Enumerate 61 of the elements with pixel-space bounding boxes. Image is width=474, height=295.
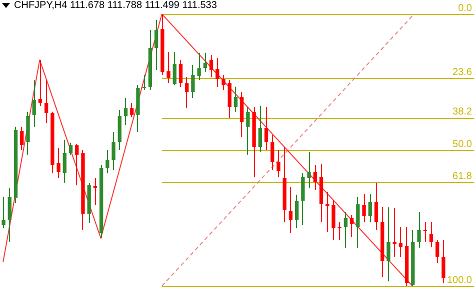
candlestick: [124, 98, 128, 126]
candlestick: [442, 240, 446, 284]
candlestick: [392, 207, 396, 258]
candlestick: [178, 59, 183, 88]
candlestick: [2, 196, 6, 229]
candlestick: [32, 80, 36, 128]
candlestick: [350, 214, 354, 238]
candlestick: [191, 64, 195, 99]
candlestick: [56, 148, 60, 179]
candlestick: [386, 206, 390, 282]
ref-line-label: 23.6: [452, 66, 472, 78]
text: CHFJPY,H4 111.678 111.788 111.499 111.533: [14, 0, 217, 11]
ref-line-label: 50.0: [452, 138, 472, 150]
candlestick: [356, 196, 360, 248]
candlestick: [417, 212, 421, 248]
ref-line-label: 100.0: [446, 274, 472, 286]
candlestick: [197, 52, 201, 81]
candlestick: [307, 151, 311, 189]
candlestick: [185, 76, 189, 109]
candlestick: [398, 226, 403, 258]
candlestick: [288, 186, 293, 234]
candlestick: [44, 80, 48, 124]
ref-line-label: 0.0: [458, 2, 472, 14]
candlestick: [258, 105, 262, 152]
candlestick: [20, 126, 24, 150]
candlestick: [166, 52, 170, 84]
candlestick: [172, 52, 176, 86]
candlestick: [429, 222, 434, 248]
candlestick: [62, 139, 66, 184]
candlestick: [75, 144, 79, 186]
candlestick: [326, 191, 330, 232]
candlestick: [344, 212, 348, 248]
candlestick: [68, 142, 73, 156]
candlestick: [106, 150, 110, 174]
candlestick: [228, 80, 232, 118]
candlestick: [374, 182, 378, 230]
candlestick: [154, 19, 158, 71]
candlestick: [209, 54, 214, 78]
candlestick: [112, 132, 116, 171]
candlestick: [234, 86, 238, 112]
candlestick: [142, 74, 146, 90]
candlestick: [203, 52, 208, 72]
candlestick: [130, 102, 134, 118]
candlestick: [294, 194, 299, 229]
candlestick: [38, 59, 42, 106]
candlestick: [222, 74, 226, 90]
candlestick: [362, 194, 366, 223]
ref-line-label: 61.8: [452, 170, 472, 182]
candlestick: [264, 106, 268, 150]
candlestick: [368, 194, 372, 223]
candlestick: [338, 222, 342, 241]
candlestick: [270, 134, 274, 171]
candlestick: [332, 200, 336, 241]
candlestick: [8, 188, 12, 242]
candlestick: [313, 164, 317, 190]
candlestick: [246, 106, 250, 156]
ref-line-label: 38.2: [452, 106, 472, 118]
candlestick: [276, 150, 280, 178]
candlestick: [216, 58, 220, 88]
candlestick: [436, 240, 440, 264]
candlestick: [301, 172, 305, 226]
